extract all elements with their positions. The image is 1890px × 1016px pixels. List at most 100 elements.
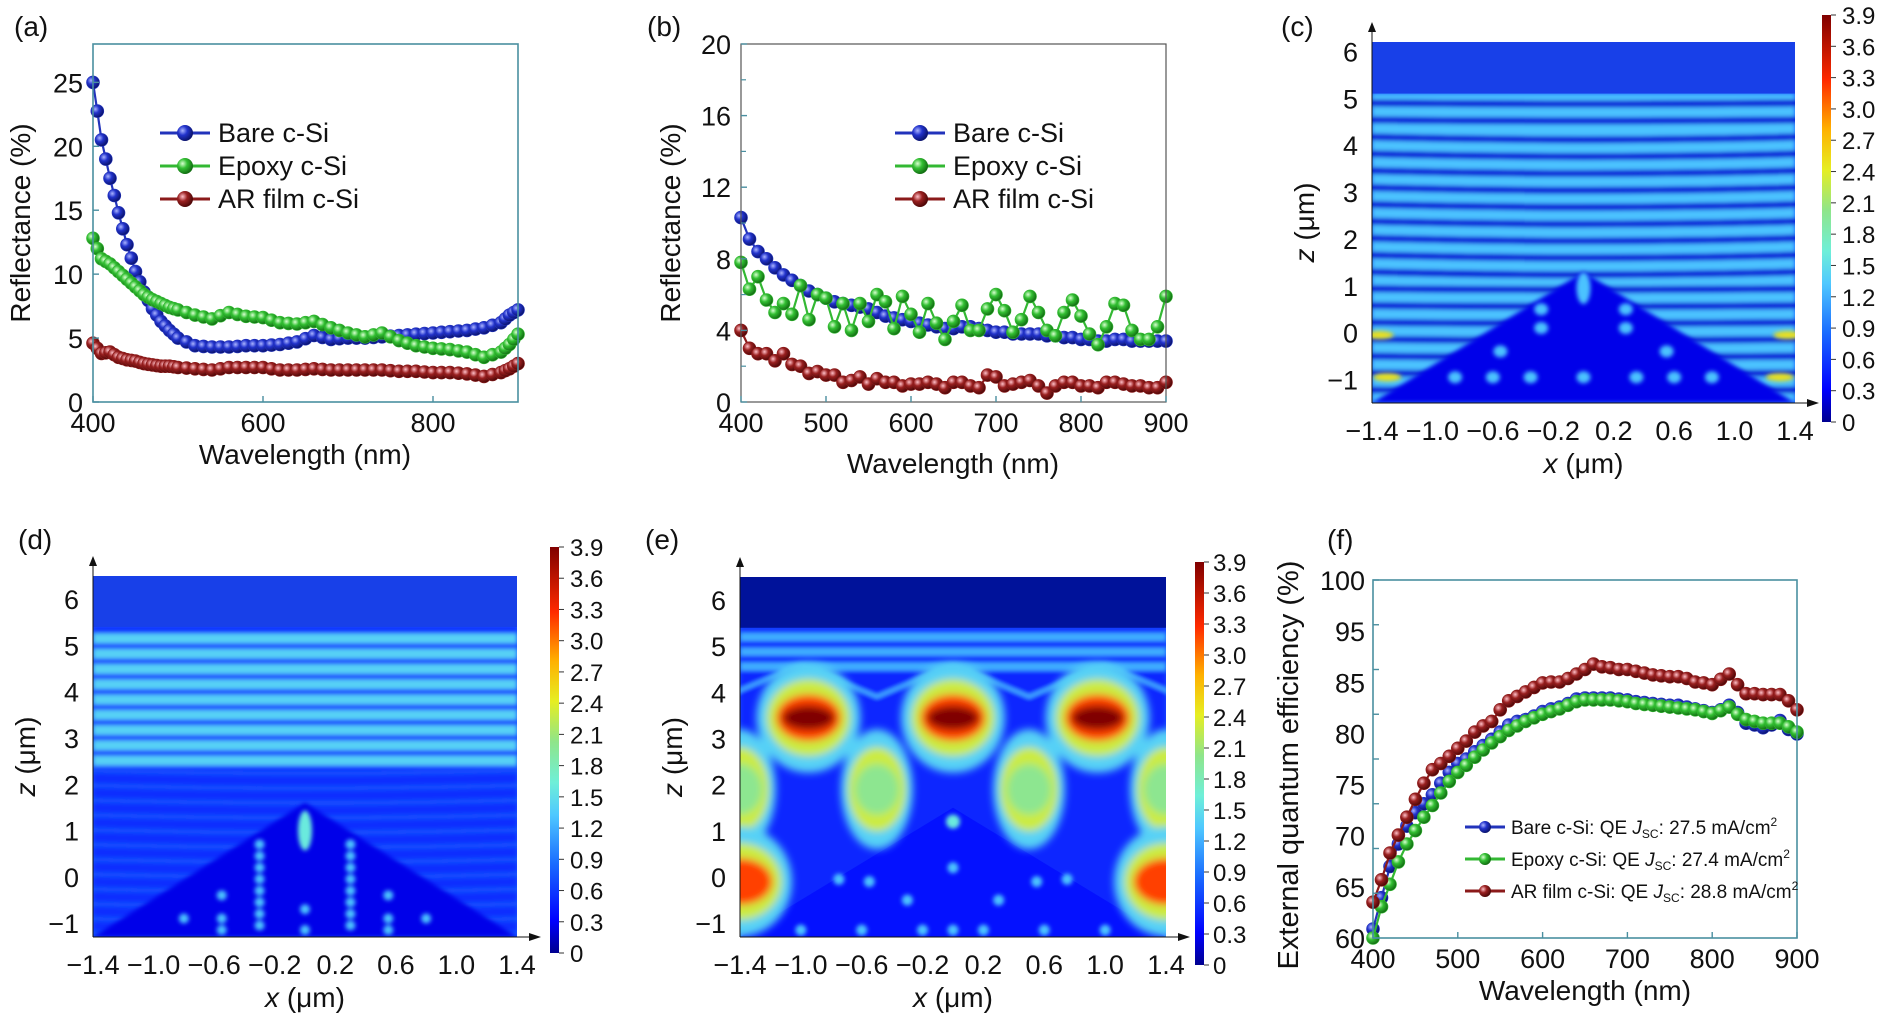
data-point bbox=[1142, 332, 1156, 347]
dark-fringe bbox=[1372, 116, 1795, 125]
intensity-hotspots bbox=[740, 662, 1166, 937]
hotspot bbox=[1576, 371, 1591, 384]
legend-marker bbox=[1479, 853, 1491, 865]
panel-a-reflectance-chart: 400 600 800 0 5 10 15 20 25 Wavelength (nm) Refl… bbox=[5, 43, 525, 470]
data-point bbox=[1459, 758, 1474, 773]
y-tick-label: 3 bbox=[711, 725, 726, 755]
hotspot bbox=[383, 913, 394, 924]
data-point bbox=[989, 370, 1003, 384]
legend-label-prefix: Epoxy c-Si: QE bbox=[1511, 850, 1645, 871]
data-point bbox=[1383, 846, 1397, 860]
x-tick-label: 400 bbox=[1350, 944, 1395, 974]
legend-marker bbox=[912, 125, 928, 141]
y-tick-label: 0 bbox=[716, 388, 731, 418]
x-tick-label: 500 bbox=[803, 408, 848, 438]
y-axis-unit: (μm) bbox=[657, 717, 688, 783]
data-point bbox=[1150, 319, 1165, 334]
legend-label-prefix: Bare c-Si: QE bbox=[1511, 818, 1632, 839]
legend-item-ar: AR film c-Si bbox=[895, 184, 1094, 214]
data-point bbox=[99, 152, 113, 166]
legend-label-value: : 27.5 mA/cm bbox=[1659, 818, 1771, 839]
air-region bbox=[93, 576, 517, 627]
interference-fringes bbox=[1372, 93, 1795, 403]
panel-f-series bbox=[1366, 657, 1804, 945]
hotspot bbox=[254, 851, 265, 862]
dark-fringe bbox=[1372, 99, 1795, 108]
x-axis-label: x (μm) bbox=[263, 982, 345, 1013]
data-point bbox=[1417, 776, 1431, 791]
colorbar-tick-label: 2.7 bbox=[1842, 128, 1875, 155]
colorbar: 0 0.3 0.6 0.9 1.2 1.5 1.8 2.1 2.4 2.7 3.0 3.3 3.6 3.9 bbox=[1822, 3, 1875, 437]
data-point bbox=[938, 332, 952, 347]
bright-fringe bbox=[740, 633, 1166, 641]
data-point bbox=[1099, 319, 1114, 334]
data-point bbox=[1014, 312, 1029, 327]
data-point bbox=[1400, 837, 1414, 851]
panel-label-d: (d) bbox=[18, 524, 52, 555]
data-point bbox=[124, 251, 139, 266]
series-ar bbox=[86, 336, 525, 384]
colorbar-tick-label: 2.1 bbox=[570, 722, 603, 749]
x-axis-arrow-icon bbox=[529, 933, 541, 941]
edge-hotspot bbox=[1372, 331, 1394, 340]
hotspot bbox=[345, 862, 356, 873]
hotspot bbox=[856, 924, 868, 936]
colorbar-tick-label: 0.3 bbox=[570, 910, 603, 937]
hotspot bbox=[1534, 303, 1549, 316]
jsc-symbol: J bbox=[1631, 818, 1642, 839]
air-region bbox=[1372, 42, 1795, 94]
dark-fringe bbox=[1372, 167, 1795, 177]
jsc-subscript: SC bbox=[1642, 827, 1659, 841]
bright-fringe bbox=[93, 633, 517, 644]
pyramid-structure bbox=[1372, 271, 1795, 403]
colorbar-tick-label: 3.0 bbox=[1213, 643, 1246, 670]
colorbar-tick-label: 3.6 bbox=[1213, 581, 1246, 608]
data-point bbox=[955, 298, 969, 313]
data-point bbox=[793, 278, 808, 293]
hotspot bbox=[254, 920, 265, 931]
data-point bbox=[776, 296, 791, 311]
hotspot-mid bbox=[1006, 764, 1052, 815]
data-point bbox=[94, 133, 109, 147]
jsc-symbol: J bbox=[1644, 850, 1655, 871]
y-tick-label: 2 bbox=[1343, 225, 1358, 255]
pyramid-structure bbox=[93, 802, 517, 937]
pyramid-hotspots bbox=[795, 814, 1111, 936]
hotspot bbox=[1618, 321, 1633, 334]
y-axis-unit: (μm) bbox=[10, 717, 41, 783]
y-tick-label: −1 bbox=[1327, 366, 1358, 396]
data-point bbox=[827, 319, 842, 334]
panel-a-ticks: 400 600 800 0 5 10 15 20 25 bbox=[53, 68, 456, 438]
x-tick-label: 1.4 bbox=[498, 950, 536, 980]
axes bbox=[89, 556, 541, 941]
hotspot bbox=[345, 897, 356, 908]
colorbar-tick-label: 1.8 bbox=[1213, 767, 1246, 794]
series-epoxy bbox=[86, 231, 525, 365]
x-axis-label: x (μm) bbox=[1542, 448, 1624, 479]
panel-b-reflectance-chart: 400 500 600 700 800 900 0 4 8 12 16 20 Wavelength (… bbox=[655, 30, 1189, 479]
y-tick-label: 75 bbox=[1335, 771, 1365, 801]
data-point bbox=[1442, 749, 1457, 764]
data-point bbox=[107, 188, 122, 203]
hotspot-mid bbox=[740, 764, 763, 815]
data-point bbox=[776, 346, 791, 361]
hotspot-core bbox=[782, 705, 835, 730]
colorbar-tick-label: 3.3 bbox=[570, 597, 603, 624]
x-tick-label: 0.2 bbox=[965, 950, 1003, 980]
bright-fringe bbox=[93, 740, 517, 751]
data-point bbox=[997, 303, 1012, 318]
colorbar-tick-label: 0.3 bbox=[1842, 379, 1875, 406]
colorbar-tick-label: 2.4 bbox=[570, 691, 603, 718]
colorbar-tick-label: 2.1 bbox=[1213, 736, 1246, 763]
data-point bbox=[887, 321, 901, 336]
colorbar-tick-label: 3.9 bbox=[1213, 550, 1246, 577]
dark-fringe bbox=[1372, 234, 1795, 245]
x-axis-variable: x bbox=[263, 982, 280, 1013]
legend-item-ar: AR film c-Si bbox=[160, 184, 359, 214]
colorbar-tick-label: 2.4 bbox=[1213, 705, 1246, 732]
x-tick-label: 600 bbox=[240, 408, 285, 438]
colorbar-tick-label: 1.8 bbox=[1842, 222, 1875, 249]
data-point bbox=[785, 307, 799, 322]
data-point bbox=[90, 104, 105, 118]
data-point bbox=[120, 237, 134, 252]
